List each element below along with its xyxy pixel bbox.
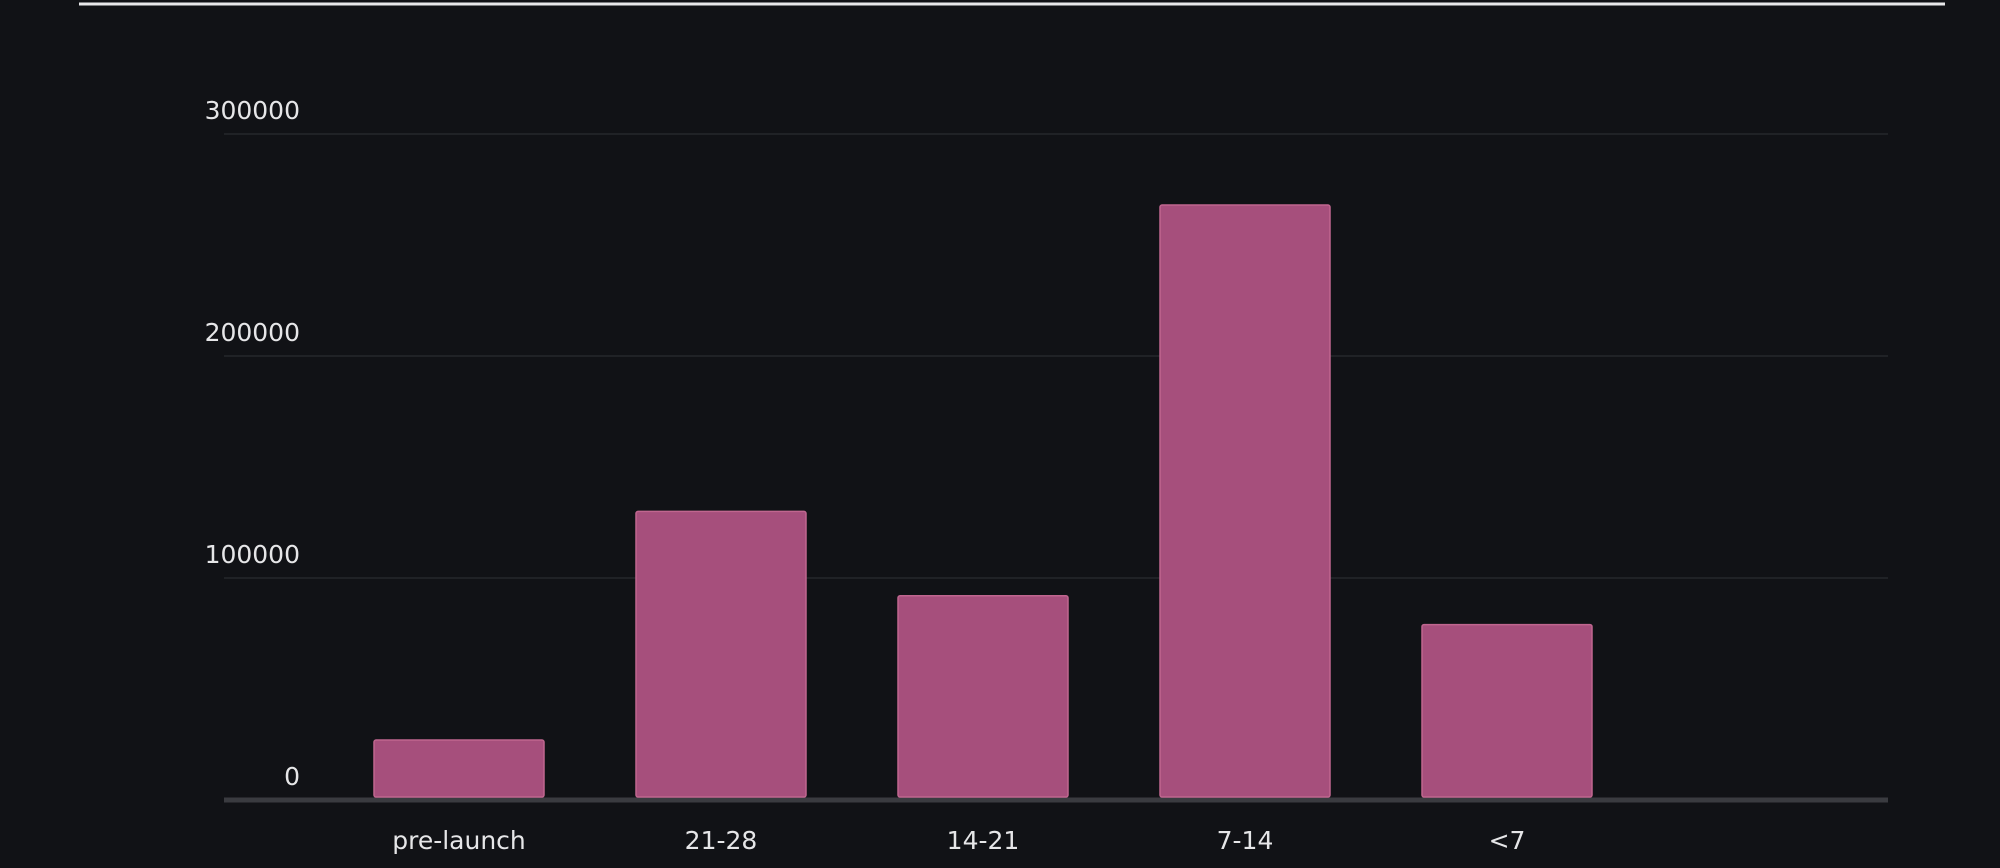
x-tick-label: 21-28: [685, 826, 758, 855]
y-tick-label: 100000: [205, 540, 300, 569]
y-tick-label: 200000: [205, 318, 300, 347]
x-tick-label: pre-launch: [392, 826, 526, 855]
bar: [1421, 623, 1593, 798]
bar: [897, 595, 1069, 798]
x-tick-label: <7: [1489, 826, 1526, 855]
y-tick-label: 300000: [205, 96, 300, 125]
bar: [373, 739, 545, 798]
y-tick-label: 0: [284, 762, 300, 791]
x-tick-label: 7-14: [1217, 826, 1274, 855]
bar: [635, 510, 807, 798]
bar: [1159, 204, 1331, 798]
x-tick-label: 14-21: [947, 826, 1020, 855]
